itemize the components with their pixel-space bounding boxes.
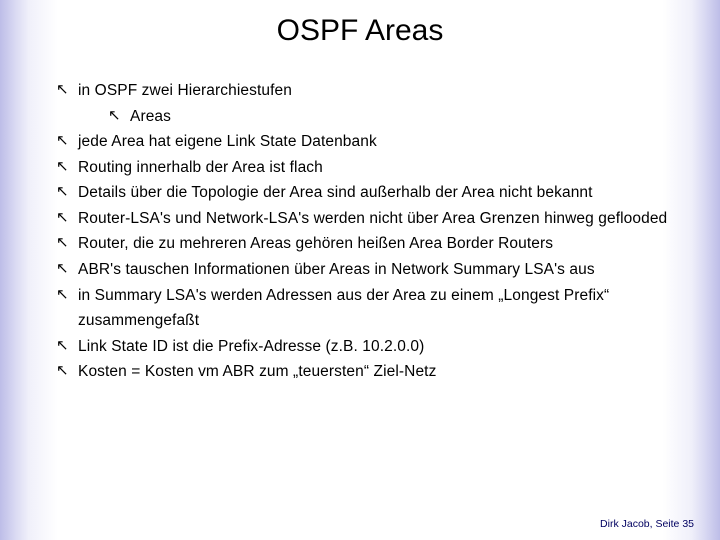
bullet-text: Details über die Topologie der Area sind…: [78, 184, 593, 201]
list-item: ↖ Details über die Topologie der Area si…: [56, 180, 680, 206]
bullet-text: ABR's tauschen Informationen über Areas …: [78, 261, 595, 278]
bullet-arrow-icon: ↖: [56, 206, 69, 231]
bullet-arrow-icon: ↖: [56, 283, 69, 308]
list-item: ↖ ABR's tauschen Informationen über Area…: [56, 257, 680, 283]
bullet-text: Routing innerhalb der Area ist flach: [78, 159, 323, 176]
bullet-list: ↖ in OSPF zwei Hierarchiestufen ↖ Areas …: [56, 78, 680, 385]
slide-title: OSPF Areas: [0, 0, 720, 78]
slide-body: ↖ in OSPF zwei Hierarchiestufen ↖ Areas …: [0, 78, 720, 385]
slide-footer: Dirk Jacob, Seite 35: [600, 518, 694, 530]
list-item: ↖ in Summary LSA's werden Adressen aus d…: [56, 283, 680, 334]
list-item: ↖ Link State ID ist die Prefix-Adresse (…: [56, 334, 680, 360]
list-item: ↖ Router-LSA's und Network-LSA's werden …: [56, 206, 680, 232]
bullet-text: Link State ID ist die Prefix-Adresse (z.…: [78, 338, 424, 355]
bullet-text: Router, die zu mehreren Areas gehören he…: [78, 235, 553, 252]
list-item: ↖ Areas: [108, 104, 680, 130]
bullet-text: Router-LSA's und Network-LSA's werden ni…: [78, 210, 667, 227]
bullet-arrow-icon: ↖: [56, 180, 69, 205]
bullet-arrow-icon: ↖: [56, 359, 69, 384]
bullet-arrow-icon: ↖: [56, 257, 69, 282]
bullet-text: in OSPF zwei Hierarchiestufen: [78, 82, 292, 99]
sub-bullet-list: ↖ Areas: [78, 104, 680, 130]
bullet-text: Areas: [130, 108, 171, 125]
bullet-arrow-icon: ↖: [56, 78, 69, 103]
list-item: ↖ Routing innerhalb der Area ist flach: [56, 155, 680, 181]
list-item: ↖ in OSPF zwei Hierarchiestufen ↖ Areas: [56, 78, 680, 129]
bullet-arrow-icon: ↖: [56, 155, 69, 180]
bullet-arrow-icon: ↖: [56, 334, 69, 359]
list-item: ↖ Router, die zu mehreren Areas gehören …: [56, 231, 680, 257]
bullet-arrow-icon: ↖: [56, 129, 69, 154]
bullet-text: Kosten = Kosten vm ABR zum „teuersten“ Z…: [78, 363, 436, 380]
bullet-text: in Summary LSA's werden Adressen aus der…: [78, 287, 609, 330]
list-item: ↖ jede Area hat eigene Link State Datenb…: [56, 129, 680, 155]
bullet-arrow-icon: ↖: [108, 104, 121, 129]
bullet-arrow-icon: ↖: [56, 231, 69, 256]
list-item: ↖ Kosten = Kosten vm ABR zum „teuersten“…: [56, 359, 680, 385]
bullet-text: jede Area hat eigene Link State Datenban…: [78, 133, 377, 150]
